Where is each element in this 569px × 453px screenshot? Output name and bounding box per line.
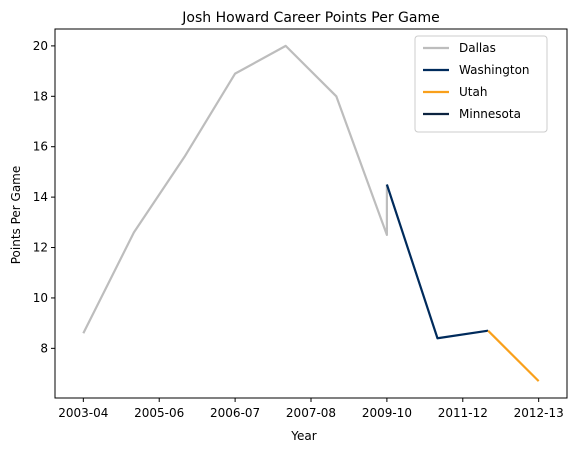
- plot-frame: [54, 28, 568, 399]
- y-axis: 8 10 12 14 16 18 20: [33, 39, 55, 355]
- series-line-washington: [385, 184, 489, 340]
- series-line-utah: [487, 329, 540, 382]
- series-layer: [82, 44, 540, 382]
- x-tick-label: 2005-06: [134, 406, 184, 420]
- legend-label: Washington: [459, 63, 530, 77]
- y-tick-label: 20: [33, 39, 48, 53]
- legend-label: Dallas: [459, 41, 496, 55]
- series-line-dallas: [82, 44, 388, 334]
- legend-frame: [414, 35, 548, 133]
- x-axis: 2003-04 2005-06 2006-07 2007-08 2009-10 2011-…: [58, 398, 564, 420]
- y-tick-label: 14: [33, 190, 48, 204]
- legend-label: Minnesota: [459, 107, 521, 121]
- y-tick-label: 10: [33, 291, 48, 305]
- y-tick-label: 16: [33, 140, 48, 154]
- y-tick-label: 18: [33, 89, 48, 103]
- x-tick-label: 2006-07: [210, 406, 260, 420]
- x-tick-label: 2007-08: [286, 406, 336, 420]
- y-tick-label: 12: [33, 241, 48, 255]
- legend-label: Utah: [459, 85, 487, 99]
- x-tick-label: 2009-10: [362, 406, 412, 420]
- legend: Dallas Washington Utah Minnesota: [414, 35, 548, 133]
- x-tick-label: 2011-12: [438, 406, 488, 420]
- chart-title: Josh Howard Career Points Per Game: [181, 10, 439, 26]
- x-axis-label: Year: [290, 429, 316, 443]
- y-tick-label: 8: [40, 341, 48, 355]
- x-tick-label: 2003-04: [58, 406, 108, 420]
- x-tick-label: 2012-13: [514, 406, 564, 420]
- y-axis-label: Points Per Game: [9, 166, 23, 265]
